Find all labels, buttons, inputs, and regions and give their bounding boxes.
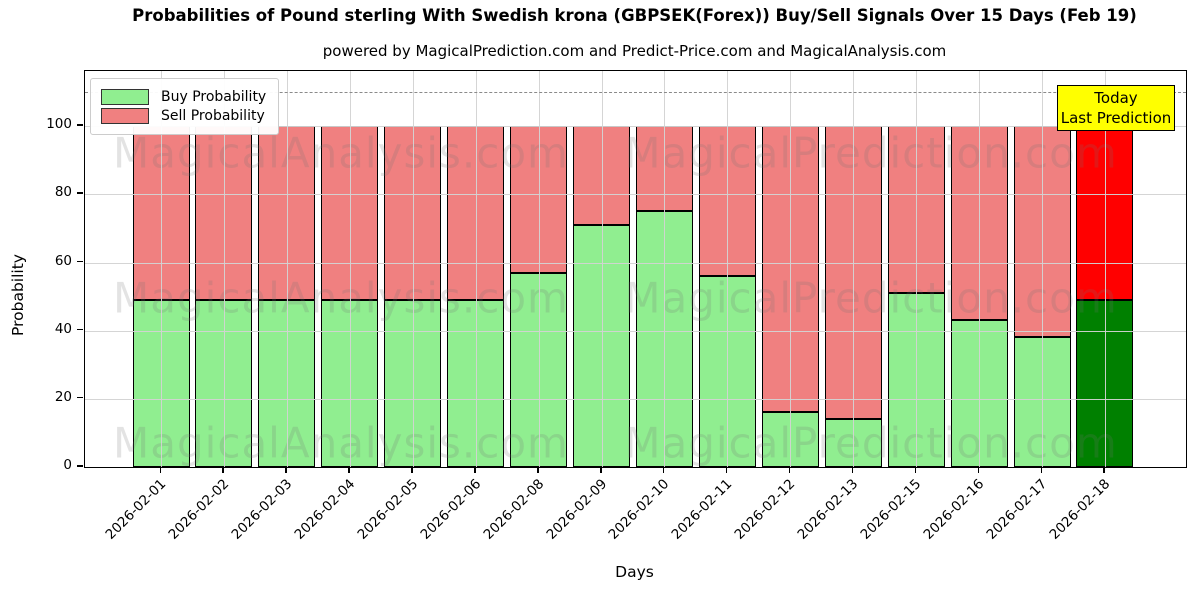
y-tick-label: 60 — [54, 252, 72, 269]
gridline-horizontal — [85, 126, 1186, 128]
x-tick-mark — [1103, 468, 1105, 473]
y-tick-label: 40 — [54, 320, 72, 337]
x-tick-mark — [348, 468, 350, 473]
gridline-vertical — [664, 71, 666, 467]
x-tick-mark — [662, 468, 665, 473]
x-tick-mark — [851, 468, 854, 473]
x-tick-mark — [788, 468, 791, 473]
gridline-horizontal — [85, 194, 1186, 196]
gridline-vertical — [1042, 71, 1044, 467]
y-tick-mark — [77, 396, 83, 399]
gridline-vertical — [475, 71, 477, 467]
gridline-vertical — [1104, 71, 1106, 467]
y-axis-label: Probability — [9, 254, 27, 336]
y-tick-mark — [77, 328, 83, 331]
x-axis-label: Days — [615, 563, 654, 581]
x-tick-mark — [222, 468, 224, 473]
x-tick-mark — [725, 468, 728, 473]
legend: Buy Probability Sell Probability — [90, 78, 280, 135]
plot-area: Buy Probability Sell Probability Today La… — [84, 70, 1187, 468]
y-tick-label: 0 — [63, 457, 72, 473]
y-tick-mark — [77, 260, 83, 263]
sell-legend-swatch — [101, 108, 149, 124]
gridline-horizontal — [85, 330, 1186, 332]
today-annotation-box: Today Last Prediction — [1057, 85, 1175, 131]
gridline-vertical — [979, 71, 981, 467]
dashed-upper-line — [85, 92, 1186, 94]
y-tick-label: 100 — [46, 116, 72, 133]
watermark-text-2-1: MagicalPrediction.com — [624, 418, 1118, 468]
gridline-vertical — [727, 71, 729, 467]
x-tick-mark — [159, 468, 161, 473]
x-tick-mark — [411, 468, 413, 473]
gridline-horizontal — [85, 262, 1186, 264]
gridline-vertical — [538, 71, 540, 467]
watermark-text-1-1: MagicalPrediction.com — [624, 273, 1118, 323]
x-tick-mark — [600, 468, 602, 473]
gridline-vertical — [223, 71, 225, 467]
gridline-vertical — [916, 71, 918, 467]
gridline-horizontal — [85, 398, 1186, 400]
gridline-vertical — [349, 71, 351, 467]
x-tick-mark — [914, 468, 917, 473]
today-annotation-line1: Today — [1094, 89, 1138, 107]
watermark-text-1-0: MagicalAnalysis.com — [113, 273, 569, 323]
legend-label: Sell Probability — [161, 108, 265, 124]
y-tick-mark — [77, 192, 83, 194]
x-tick-mark — [537, 468, 539, 473]
legend-label: Buy Probability — [161, 89, 267, 105]
today-annotation-line2: Last Prediction — [1060, 109, 1172, 127]
gridline-vertical — [412, 71, 414, 467]
legend-row-sell: Sell Probability — [101, 108, 266, 124]
chart-subtitle: powered by MagicalPrediction.com and Pre… — [322, 42, 947, 60]
x-tick-mark — [285, 468, 287, 473]
chart-title: Probabilities of Pound sterling With Swe… — [132, 6, 1137, 25]
gridline-vertical — [601, 71, 603, 467]
y-tick-mark — [77, 465, 83, 467]
y-tick-label: 80 — [54, 184, 72, 201]
x-tick-mark — [1040, 468, 1043, 473]
y-tick-label: 20 — [54, 388, 72, 405]
buy-legend-swatch — [101, 89, 149, 105]
watermark-text-0-1: MagicalPrediction.com — [624, 128, 1118, 178]
gridline-vertical — [161, 71, 162, 467]
y-tick-mark — [77, 124, 83, 126]
gridline-vertical — [286, 71, 288, 467]
watermark-text-2-0: MagicalAnalysis.com — [113, 418, 569, 468]
gridline-vertical — [853, 71, 855, 467]
gridline-vertical — [790, 71, 792, 467]
legend-row-buy: Buy Probability — [101, 89, 266, 105]
watermark-text-0-0: MagicalAnalysis.com — [113, 128, 569, 178]
x-tick-mark — [474, 468, 476, 473]
x-tick-mark — [977, 468, 980, 473]
